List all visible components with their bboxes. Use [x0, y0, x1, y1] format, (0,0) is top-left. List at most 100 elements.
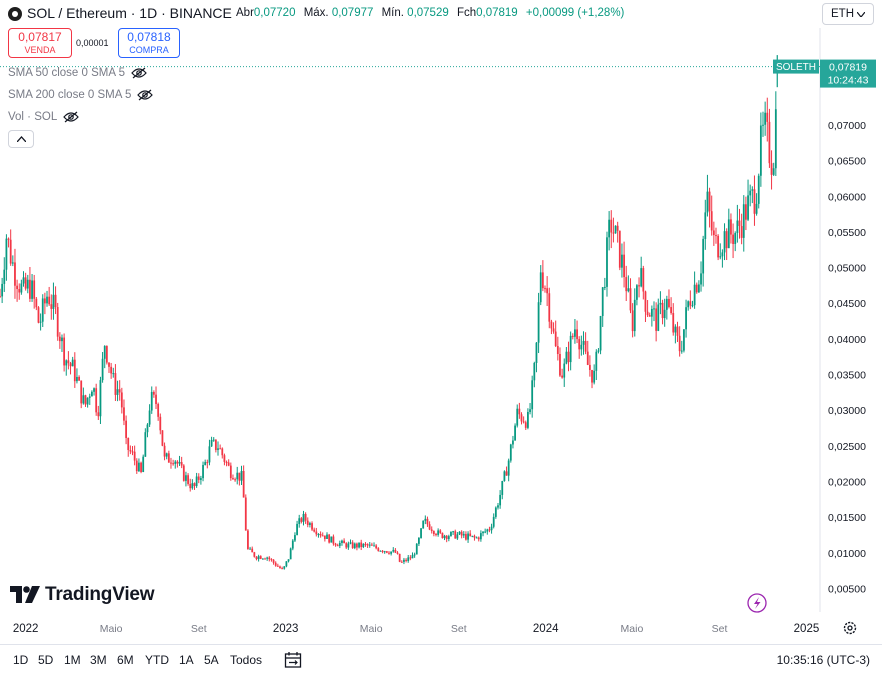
candle-body — [362, 543, 365, 547]
time-axis[interactable]: 2022 Maio Set 2023 Maio Set 2024 Maio Set 2025 — [13, 623, 819, 635]
candle-body — [736, 220, 739, 233]
candle-body — [471, 535, 474, 537]
candle-body — [353, 543, 356, 548]
calendar-range-icon[interactable] — [284, 651, 302, 669]
buy-button[interactable]: 0,07818 COMPRA — [118, 28, 180, 58]
candle-body — [300, 518, 303, 522]
candle-body — [535, 342, 538, 363]
range-6m[interactable]: 6M — [117, 653, 134, 667]
candle-body — [450, 531, 452, 537]
candle-body — [116, 389, 119, 395]
range-5a[interactable]: 5A — [204, 653, 219, 667]
indicator-sma-200[interactable]: SMA 200 close 0 SMA 5 — [8, 89, 154, 101]
range-1a[interactable]: 1A — [179, 653, 194, 667]
candle-body — [727, 219, 730, 249]
candle-body — [627, 288, 630, 292]
range-1d[interactable]: 1D — [13, 653, 29, 667]
indicator-sma-50[interactable]: SMA 50 close 0 SMA 5 — [8, 67, 147, 79]
candle-body — [274, 562, 277, 566]
candle-body — [494, 507, 497, 517]
range-3m[interactable]: 3M — [90, 653, 107, 667]
lightning-circle[interactable] — [747, 593, 767, 613]
candle-body — [531, 380, 534, 410]
candle-body — [747, 195, 749, 220]
range-1m[interactable]: 1M — [64, 653, 81, 667]
price-axis[interactable]: 0,07000 0,06500 0,06000 0,05500 0,05000 0,045… — [828, 120, 866, 595]
currency-button[interactable]: ETH — [822, 3, 874, 25]
candle-body — [409, 557, 412, 559]
candle-body — [93, 388, 95, 392]
eye-off-icon[interactable] — [131, 67, 147, 79]
candle-body — [232, 478, 234, 480]
candle-body — [370, 544, 373, 546]
range-ytd[interactable]: YTD — [145, 653, 169, 667]
price-chart[interactable]: 0,07000 0,06500 0,06000 0,05500 0,05000 0,045… — [0, 0, 882, 644]
collapse-indicators-button[interactable] — [8, 130, 34, 148]
candle-body — [182, 465, 185, 481]
ohlc-readout: Abr0,07720 Máx. 0,07977 Mín. 0,07529 Fch… — [236, 7, 629, 19]
candle-body — [462, 533, 465, 536]
candle-body — [80, 380, 83, 404]
candle-body — [78, 376, 80, 381]
candle-body — [505, 471, 508, 476]
candle-body — [522, 421, 525, 423]
candle-body — [170, 462, 172, 464]
candle-body — [475, 537, 478, 539]
candle-body — [524, 422, 527, 428]
low-label: Mín. — [381, 7, 404, 19]
candle-body — [574, 329, 576, 337]
candle-body — [396, 552, 399, 554]
x-tick-label: 2022 — [13, 623, 39, 635]
candle-body — [336, 545, 339, 547]
tradingview-logo[interactable]: TradingView — [10, 584, 155, 606]
candle-body — [309, 523, 311, 525]
settings-gear-icon[interactable] — [843, 621, 857, 635]
x-tick-label: Maio — [100, 623, 123, 635]
candle-body — [227, 462, 230, 466]
candle-body — [195, 476, 198, 487]
candle-body — [730, 219, 732, 235]
indicator-volume[interactable]: Vol · SOL — [8, 111, 80, 123]
x-tick-label: 2023 — [273, 623, 299, 635]
range-todos[interactable]: Todos — [230, 653, 263, 667]
x-tick-label: Set — [191, 623, 207, 635]
candle-body — [120, 392, 123, 408]
clock-readout[interactable]: 10:35:16 (UTC-3) — [776, 653, 870, 667]
candle-body — [52, 294, 55, 309]
candle-body — [349, 542, 352, 544]
range-5d[interactable]: 5D — [38, 653, 54, 667]
candle-body — [606, 237, 608, 287]
x-tick-label: Maio — [360, 623, 383, 635]
price-tag-value: 0,07819 — [829, 62, 867, 74]
x-tick-label: Set — [451, 623, 467, 635]
close-value: 0,07819 — [476, 7, 518, 19]
candle-body — [35, 298, 38, 308]
high-label: Máx. — [303, 7, 329, 19]
candle-body — [445, 535, 448, 539]
candle-body — [22, 277, 25, 284]
candle-body — [473, 535, 476, 538]
candle-body — [576, 329, 578, 340]
candle-body — [272, 559, 275, 563]
candle-body — [91, 391, 93, 397]
candle-body — [50, 304, 53, 309]
sell-button[interactable]: 0,07817 VENDA — [8, 28, 72, 58]
candle-body — [751, 189, 754, 191]
candle-body — [236, 472, 239, 480]
candle-body — [95, 388, 98, 413]
eye-off-icon[interactable] — [63, 111, 80, 123]
candle-body — [499, 494, 502, 506]
symbol-title[interactable]: SOL / Ethereum · 1D · BINANCE — [27, 5, 232, 21]
candle-body — [229, 465, 232, 479]
eye-off-icon[interactable] — [137, 89, 154, 101]
last-price-tag: SOLETH 0,07819 10:24:43 — [773, 59, 876, 88]
candle-body — [123, 407, 125, 421]
candle-body — [691, 305, 694, 307]
candle-body — [437, 530, 440, 535]
candle-body — [712, 230, 715, 236]
candle-body — [0, 296, 1, 298]
candle-body — [655, 308, 658, 331]
candle-body — [204, 462, 207, 465]
candle-body — [400, 561, 403, 563]
candle-body — [516, 408, 519, 426]
